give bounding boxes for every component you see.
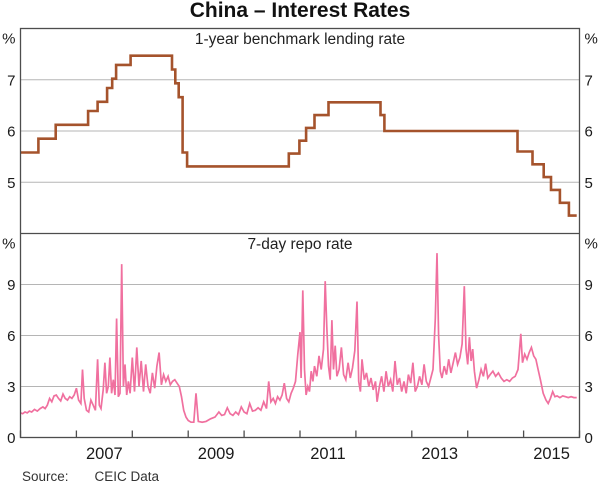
svg-text:%: % xyxy=(585,236,598,253)
svg-text:2007: 2007 xyxy=(86,445,123,463)
source-value: CEIC Data xyxy=(94,469,160,484)
svg-text:2009: 2009 xyxy=(198,445,235,463)
svg-text:0: 0 xyxy=(7,430,15,447)
svg-text:6: 6 xyxy=(585,328,593,345)
svg-text:9: 9 xyxy=(585,277,593,294)
svg-text:%: % xyxy=(585,31,598,48)
svg-text:6: 6 xyxy=(7,124,15,141)
svg-text:3: 3 xyxy=(7,379,15,396)
svg-text:9: 9 xyxy=(7,277,15,294)
svg-text:0: 0 xyxy=(585,430,593,447)
bottom-panel-title: 7-day repo rate xyxy=(247,236,353,253)
svg-text:5: 5 xyxy=(7,175,15,192)
svg-text:5: 5 xyxy=(585,175,593,192)
svg-text:2013: 2013 xyxy=(421,445,458,463)
svg-text:7: 7 xyxy=(7,72,15,89)
svg-text:3: 3 xyxy=(585,379,593,396)
source-line: Source: CEIC Data xyxy=(22,469,159,484)
top-panel-title: 1-year benchmark lending rate xyxy=(194,31,406,48)
svg-text:6: 6 xyxy=(585,124,593,141)
chart-title: China – Interest Rates xyxy=(189,0,411,22)
svg-text:2011: 2011 xyxy=(310,445,345,463)
svg-text:6: 6 xyxy=(7,328,15,345)
svg-text:2015: 2015 xyxy=(533,445,570,463)
source-label: Source: xyxy=(22,469,69,484)
svg-text:%: % xyxy=(2,236,15,253)
svg-text:7: 7 xyxy=(585,72,593,89)
svg-text:%: % xyxy=(2,31,15,48)
